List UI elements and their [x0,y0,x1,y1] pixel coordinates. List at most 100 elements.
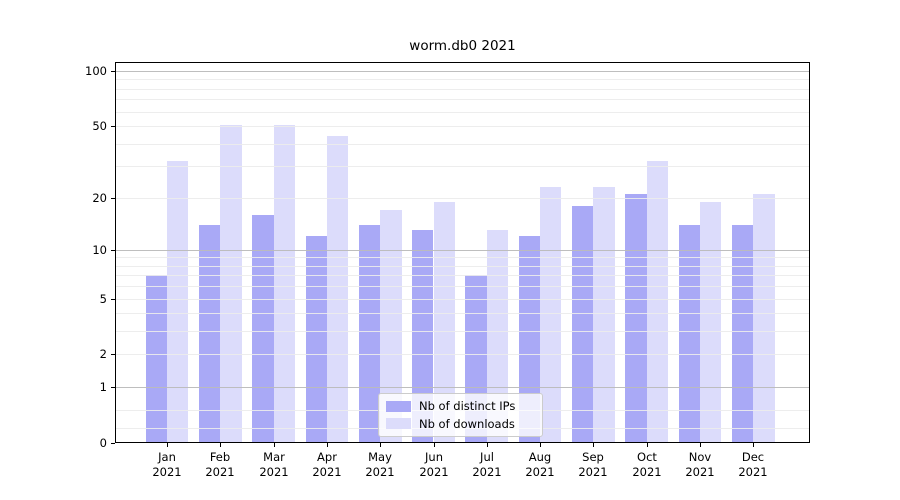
gridline-minor-5 [115,298,810,300]
xtick-label-may-2021: May 2021 [352,450,408,480]
bar-nb-of-distinct-ips-mar-2021 [252,215,274,443]
gridline-minor-6 [115,285,810,287]
bar-nb-of-distinct-ips-nov-2021 [678,225,700,443]
xtick-label-mar-2021: Mar 2021 [246,450,302,480]
ytick-label-1: 1 [99,380,107,394]
xtick-label-line: 2021 [419,465,449,479]
ytick-mark-50 [111,126,115,127]
bar-nb-of-distinct-ips-aug-2021 [518,236,541,443]
xtick-label-line: 2021 [259,465,289,479]
bar-nb-of-downloads-jul-2021 [486,230,509,443]
gridline-minor-8 [115,265,810,267]
bar-nb-of-distinct-ips-sep-2021 [572,206,594,443]
legend-swatch-distinct-ips-icon [386,400,411,412]
gridline-minor-50 [115,125,810,127]
xtick-label-line: 2021 [632,465,662,479]
legend-item-distinct-ips: Nb of distinct IPs [386,399,535,413]
bar-nb-of-downloads-feb-2021 [220,125,242,443]
xtick-label-line: Apr [317,450,337,464]
xtick-mark-jan-2021 [167,443,168,447]
gridline-minor-3 [115,330,810,332]
xtick-label-line: Mar [263,450,285,464]
xtick-label-sep-2021: Sep 2021 [565,450,621,480]
bar-nb-of-distinct-ips-may-2021 [358,225,381,443]
ytick-label-50: 50 [92,119,107,133]
ytick-label-10: 10 [92,243,107,257]
gridline-minor-60 [115,111,810,113]
legend-label-distinct-ips: Nb of distinct IPs [419,399,516,414]
xtick-mark-may-2021 [380,443,381,447]
xtick-mark-feb-2021 [220,443,221,447]
ytick-mark-2 [111,354,115,355]
xtick-label-line: Nov [688,450,712,464]
plot-area [115,62,810,443]
xtick-label-line: 2021 [312,465,342,479]
ytick-mark-5 [111,299,115,300]
bar-nb-of-downloads-sep-2021 [593,187,615,443]
gridlines-layer [115,62,810,443]
xtick-label-line: 2021 [685,465,715,479]
xtick-label-line: 2021 [472,465,502,479]
gridline-minor-30 [115,165,810,167]
xtick-label-line: Jul [480,450,494,464]
gridline-minor-7 [115,274,810,276]
gridline-minor-4 [115,312,810,314]
xtick-label-line: 2021 [365,465,395,479]
xtick-label-line: May [368,450,392,464]
ytick-label-2: 2 [99,347,107,361]
gridline-minor-90 [115,78,810,80]
ytick-mark-0 [111,443,115,444]
xtick-mark-apr-2021 [327,443,328,447]
legend-item-downloads: Nb of downloads [386,417,535,431]
xtick-label-line: Aug [528,450,552,464]
xtick-label-dec-2021: Dec 2021 [725,450,781,480]
ytick-label-5: 5 [99,292,107,306]
xtick-mark-sep-2021 [593,443,594,447]
xtick-label-line: Feb [209,450,231,464]
bar-nb-of-downloads-oct-2021 [646,161,669,443]
bar-nb-of-downloads-nov-2021 [700,202,722,443]
xtick-label-line: 2021 [205,465,235,479]
xtick-label-line: Jun [425,450,443,464]
bar-nb-of-distinct-ips-dec-2021 [731,225,754,443]
xtick-label-line: Sep [582,450,604,464]
xtick-mark-aug-2021 [540,443,541,447]
xtick-mark-jun-2021 [434,443,435,447]
gridline-major-1 [115,386,810,388]
xtick-label-line: 2021 [525,465,555,479]
legend-swatch-downloads-icon [386,418,411,430]
gridline-minor-70 [115,98,810,100]
xtick-label-line: Dec [741,450,765,464]
bar-nb-of-downloads-aug-2021 [540,187,562,443]
xtick-label-line: Jan [158,450,176,464]
xtick-label-line: 2021 [578,465,608,479]
gridline-minor-40 [115,143,810,145]
xtick-label-oct-2021: Oct 2021 [619,450,675,480]
xtick-mark-jul-2021 [487,443,488,447]
bar-nb-of-downloads-jun-2021 [433,202,455,443]
ytick-label-0: 0 [99,436,107,450]
bar-nb-of-downloads-jan-2021 [167,161,189,443]
bar-nb-of-distinct-ips-oct-2021 [625,194,647,443]
gridline-minor-80 [115,88,810,90]
xtick-label-feb-2021: Feb 2021 [192,450,248,480]
gridline-major-100 [115,70,810,72]
ytick-mark-1 [111,387,115,388]
xtick-label-nov-2021: Nov 2021 [672,450,728,480]
legend-label-downloads: Nb of downloads [419,416,515,431]
bar-nb-of-distinct-ips-apr-2021 [305,236,327,443]
xtick-label-jul-2021: Jul 2021 [459,450,515,480]
gridline-major-10 [115,249,810,251]
ytick-mark-100 [111,71,115,72]
xtick-mark-dec-2021 [753,443,754,447]
ytick-mark-10 [111,250,115,251]
bar-nb-of-downloads-dec-2021 [753,194,775,443]
bar-nb-of-distinct-ips-jun-2021 [412,230,434,443]
xtick-label-line: 2021 [152,465,182,479]
gridline-minor-9 [115,256,810,258]
xtick-mark-mar-2021 [274,443,275,447]
gridline-minor-20 [115,197,810,199]
xtick-mark-nov-2021 [700,443,701,447]
bar-nb-of-distinct-ips-feb-2021 [198,225,221,443]
bar-nb-of-distinct-ips-jan-2021 [145,275,167,443]
